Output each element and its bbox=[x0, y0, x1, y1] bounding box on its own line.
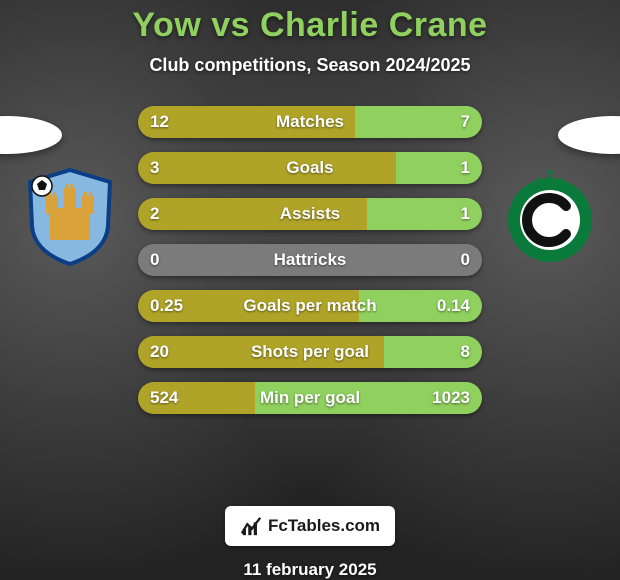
stat-bar-seg-left bbox=[138, 244, 310, 276]
stat-bar-seg-left bbox=[138, 382, 255, 414]
stat-bar-seg-left bbox=[138, 336, 384, 368]
footer-date: 11 february 2025 bbox=[243, 560, 376, 580]
stat-bar: Matches127 bbox=[138, 106, 482, 138]
page-title: Yow vs Charlie Crane bbox=[132, 6, 487, 45]
player-oval-right bbox=[558, 116, 620, 154]
stat-bar-seg-right bbox=[367, 198, 482, 230]
stat-bar: Min per goal5241023 bbox=[138, 382, 482, 414]
stat-bar-seg-left bbox=[138, 290, 359, 322]
team-crest-left bbox=[20, 166, 120, 266]
team-crest-right bbox=[500, 166, 600, 266]
stat-bars: Matches127 Goals31 Assists21 Hattricks00 Goa… bbox=[138, 106, 482, 414]
stat-bar-seg-right bbox=[255, 382, 482, 414]
stat-bar-seg-right bbox=[310, 244, 482, 276]
stat-bar: Hattricks00 bbox=[138, 244, 482, 276]
stat-bar-seg-right bbox=[355, 106, 482, 138]
fctables-logo: FcTables.com bbox=[225, 506, 395, 546]
comparison-arena: Matches127 Goals31 Assists21 Hattricks00 Goa… bbox=[0, 96, 620, 496]
content: Yow vs Charlie Crane Club competitions, … bbox=[0, 0, 620, 580]
stat-bar-seg-left bbox=[138, 198, 367, 230]
stat-bar: Goals31 bbox=[138, 152, 482, 184]
chart-icon bbox=[240, 515, 262, 537]
stat-bar-seg-right bbox=[396, 152, 482, 184]
subtitle: Club competitions, Season 2024/2025 bbox=[149, 55, 470, 76]
stat-bar: Assists21 bbox=[138, 198, 482, 230]
stat-bar-seg-right bbox=[359, 290, 482, 322]
player-oval-left bbox=[0, 116, 62, 154]
stat-bar-seg-left bbox=[138, 152, 396, 184]
stat-bar-seg-left bbox=[138, 106, 355, 138]
stat-bar: Shots per goal208 bbox=[138, 336, 482, 368]
stat-bar: Goals per match0.250.14 bbox=[138, 290, 482, 322]
fctables-logo-text: FcTables.com bbox=[268, 516, 380, 536]
stat-bar-seg-right bbox=[384, 336, 482, 368]
